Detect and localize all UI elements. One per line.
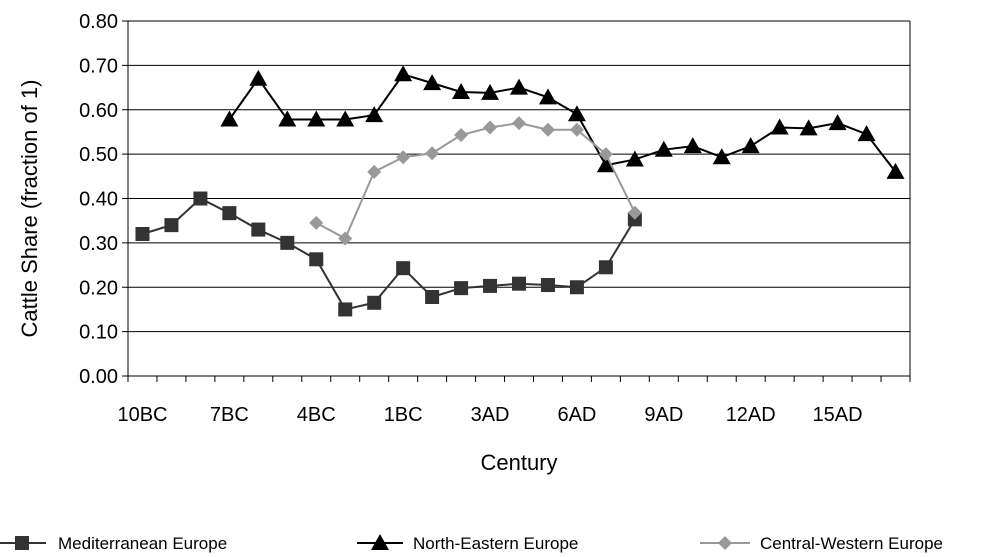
data-point bbox=[596, 156, 615, 173]
x-tick-label: 12AD bbox=[726, 404, 776, 426]
data-point bbox=[481, 83, 500, 100]
gridlines bbox=[128, 20, 910, 333]
data-point bbox=[135, 227, 150, 241]
data-point bbox=[396, 261, 411, 276]
y-tick-label: 0.00 bbox=[79, 366, 118, 388]
y-tick-label: 0.40 bbox=[79, 189, 118, 211]
data-point bbox=[886, 162, 905, 179]
data-point bbox=[540, 278, 555, 293]
series-line bbox=[228, 73, 897, 173]
x-tick-label: 15AD bbox=[813, 404, 863, 426]
data-point bbox=[512, 116, 526, 131]
legend-item: North-Eastern Europe bbox=[357, 534, 578, 553]
data-point bbox=[336, 110, 355, 127]
data-point bbox=[567, 105, 586, 122]
x-tick-label: 9AD bbox=[644, 404, 683, 426]
x-tick-label: 10BC bbox=[117, 404, 167, 426]
data-point bbox=[512, 276, 526, 291]
y-tick-label: 0.70 bbox=[79, 55, 118, 77]
legend-marker bbox=[371, 534, 389, 550]
legend-label: Mediterranean Europe bbox=[58, 534, 227, 553]
data-point bbox=[857, 125, 876, 142]
data-point bbox=[251, 222, 266, 237]
data-point bbox=[770, 118, 789, 135]
data-point bbox=[338, 231, 353, 246]
data-point bbox=[452, 83, 471, 99]
series-line bbox=[142, 197, 636, 311]
y-tick-label: 0.80 bbox=[79, 11, 118, 33]
data-point bbox=[164, 218, 179, 233]
y-tick-label: 0.10 bbox=[79, 322, 118, 344]
data-point bbox=[423, 74, 442, 91]
y-tick-label: 0.30 bbox=[79, 233, 118, 255]
x-axis-label: Century bbox=[480, 450, 557, 475]
x-tick-label: 6AD bbox=[557, 404, 596, 426]
data-point bbox=[367, 164, 382, 179]
data-point bbox=[712, 148, 731, 165]
data-point bbox=[249, 69, 268, 86]
data-point bbox=[365, 106, 384, 123]
legend-item: Central-Western Europe bbox=[700, 534, 943, 553]
data-point bbox=[598, 147, 613, 162]
data-point bbox=[280, 235, 295, 250]
legend-item: Mediterranean Europe bbox=[0, 534, 227, 553]
data-point bbox=[654, 140, 673, 157]
y-tick-label: 0.20 bbox=[79, 277, 118, 299]
series-central-western-europe bbox=[309, 116, 642, 246]
data-point bbox=[510, 78, 528, 95]
y-axis-label: Cattle Share (fraction of 1) bbox=[17, 79, 42, 337]
data-point bbox=[828, 114, 847, 131]
legend-marker bbox=[718, 536, 732, 550]
x-tick-label: 3AD bbox=[471, 404, 510, 426]
data-point bbox=[193, 191, 208, 206]
x-tick-label: 4BC bbox=[297, 404, 336, 426]
y-axis-label-group: Cattle Share (fraction of 1) bbox=[17, 79, 42, 337]
data-point bbox=[425, 146, 440, 161]
data-point bbox=[483, 120, 498, 135]
x-tick-label: 1BC bbox=[384, 404, 423, 426]
data-point bbox=[309, 215, 324, 230]
data-point bbox=[278, 110, 297, 127]
data-point bbox=[309, 252, 324, 267]
data-point bbox=[394, 65, 413, 82]
data-point bbox=[454, 281, 469, 296]
data-point bbox=[338, 302, 353, 317]
y-tick-label: 0.50 bbox=[79, 144, 118, 166]
x-tick-label: 7BC bbox=[210, 404, 249, 426]
data-point bbox=[569, 122, 584, 137]
series-line bbox=[315, 122, 636, 240]
data-point bbox=[222, 206, 237, 221]
legend-label: Central-Western Europe bbox=[760, 534, 943, 553]
data-point bbox=[220, 110, 239, 127]
data-point bbox=[483, 278, 498, 293]
data-point bbox=[396, 150, 411, 165]
series-north-eastern-europe bbox=[220, 65, 905, 179]
legend-marker bbox=[15, 536, 29, 550]
data-point bbox=[538, 88, 557, 105]
legend: Mediterranean Europe North-Eastern Europe… bbox=[0, 534, 943, 553]
data-point bbox=[598, 260, 613, 275]
data-point bbox=[569, 280, 584, 295]
y-tick-label: 0.60 bbox=[79, 100, 118, 122]
data-point bbox=[627, 205, 642, 220]
data-point bbox=[425, 290, 440, 305]
data-point bbox=[683, 137, 702, 154]
series-mediterranean-europe bbox=[135, 191, 642, 317]
data-point bbox=[625, 150, 644, 167]
legend-label: North-Eastern Europe bbox=[413, 534, 578, 553]
data-point bbox=[367, 295, 382, 310]
data-point bbox=[799, 119, 818, 136]
data-point bbox=[454, 128, 469, 143]
data-point bbox=[540, 122, 555, 137]
data-point bbox=[307, 110, 326, 127]
data-point bbox=[741, 137, 760, 154]
